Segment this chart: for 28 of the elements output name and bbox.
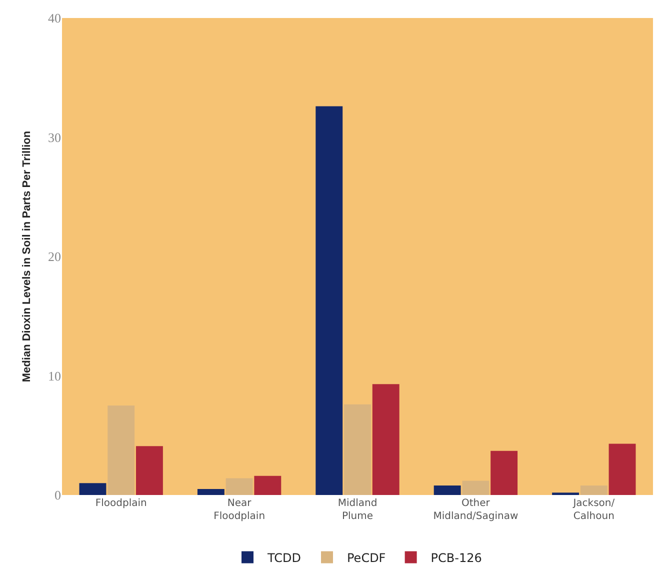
bar — [316, 106, 343, 495]
bar — [434, 485, 461, 495]
y-tick-label: 30 — [48, 130, 61, 145]
bar — [254, 476, 282, 495]
bar — [608, 444, 636, 495]
legend-label: TCDD — [266, 550, 301, 565]
y-tick-label: 40 — [48, 10, 61, 26]
bar — [136, 446, 163, 495]
x-tick-label: Floodplain — [95, 498, 147, 509]
y-tick-label: 20 — [48, 249, 61, 264]
x-tick-label: Other Midland/Saginaw — [433, 498, 518, 522]
bar — [462, 480, 490, 495]
legend-label: PCB-126 — [430, 550, 482, 565]
bar — [372, 384, 400, 495]
x-tick-label: Midland Plume — [338, 498, 378, 522]
y-tick-label: 10 — [48, 368, 61, 384]
bar — [490, 450, 518, 495]
y-tick-label: 0 — [54, 488, 61, 503]
bar — [108, 406, 135, 495]
bar — [226, 478, 253, 495]
x-tick-label: Jackson/ Calhoun — [572, 498, 616, 522]
y-axis-title: Median Dioxin Levels in Soil in Parts Per Trillion — [21, 130, 33, 382]
bar — [580, 485, 608, 495]
bar — [197, 489, 224, 495]
x-tick-label: Near Floodplain — [214, 498, 266, 522]
bar — [79, 483, 106, 495]
bar — [344, 404, 371, 495]
legend-label: PeCDF — [347, 550, 386, 565]
